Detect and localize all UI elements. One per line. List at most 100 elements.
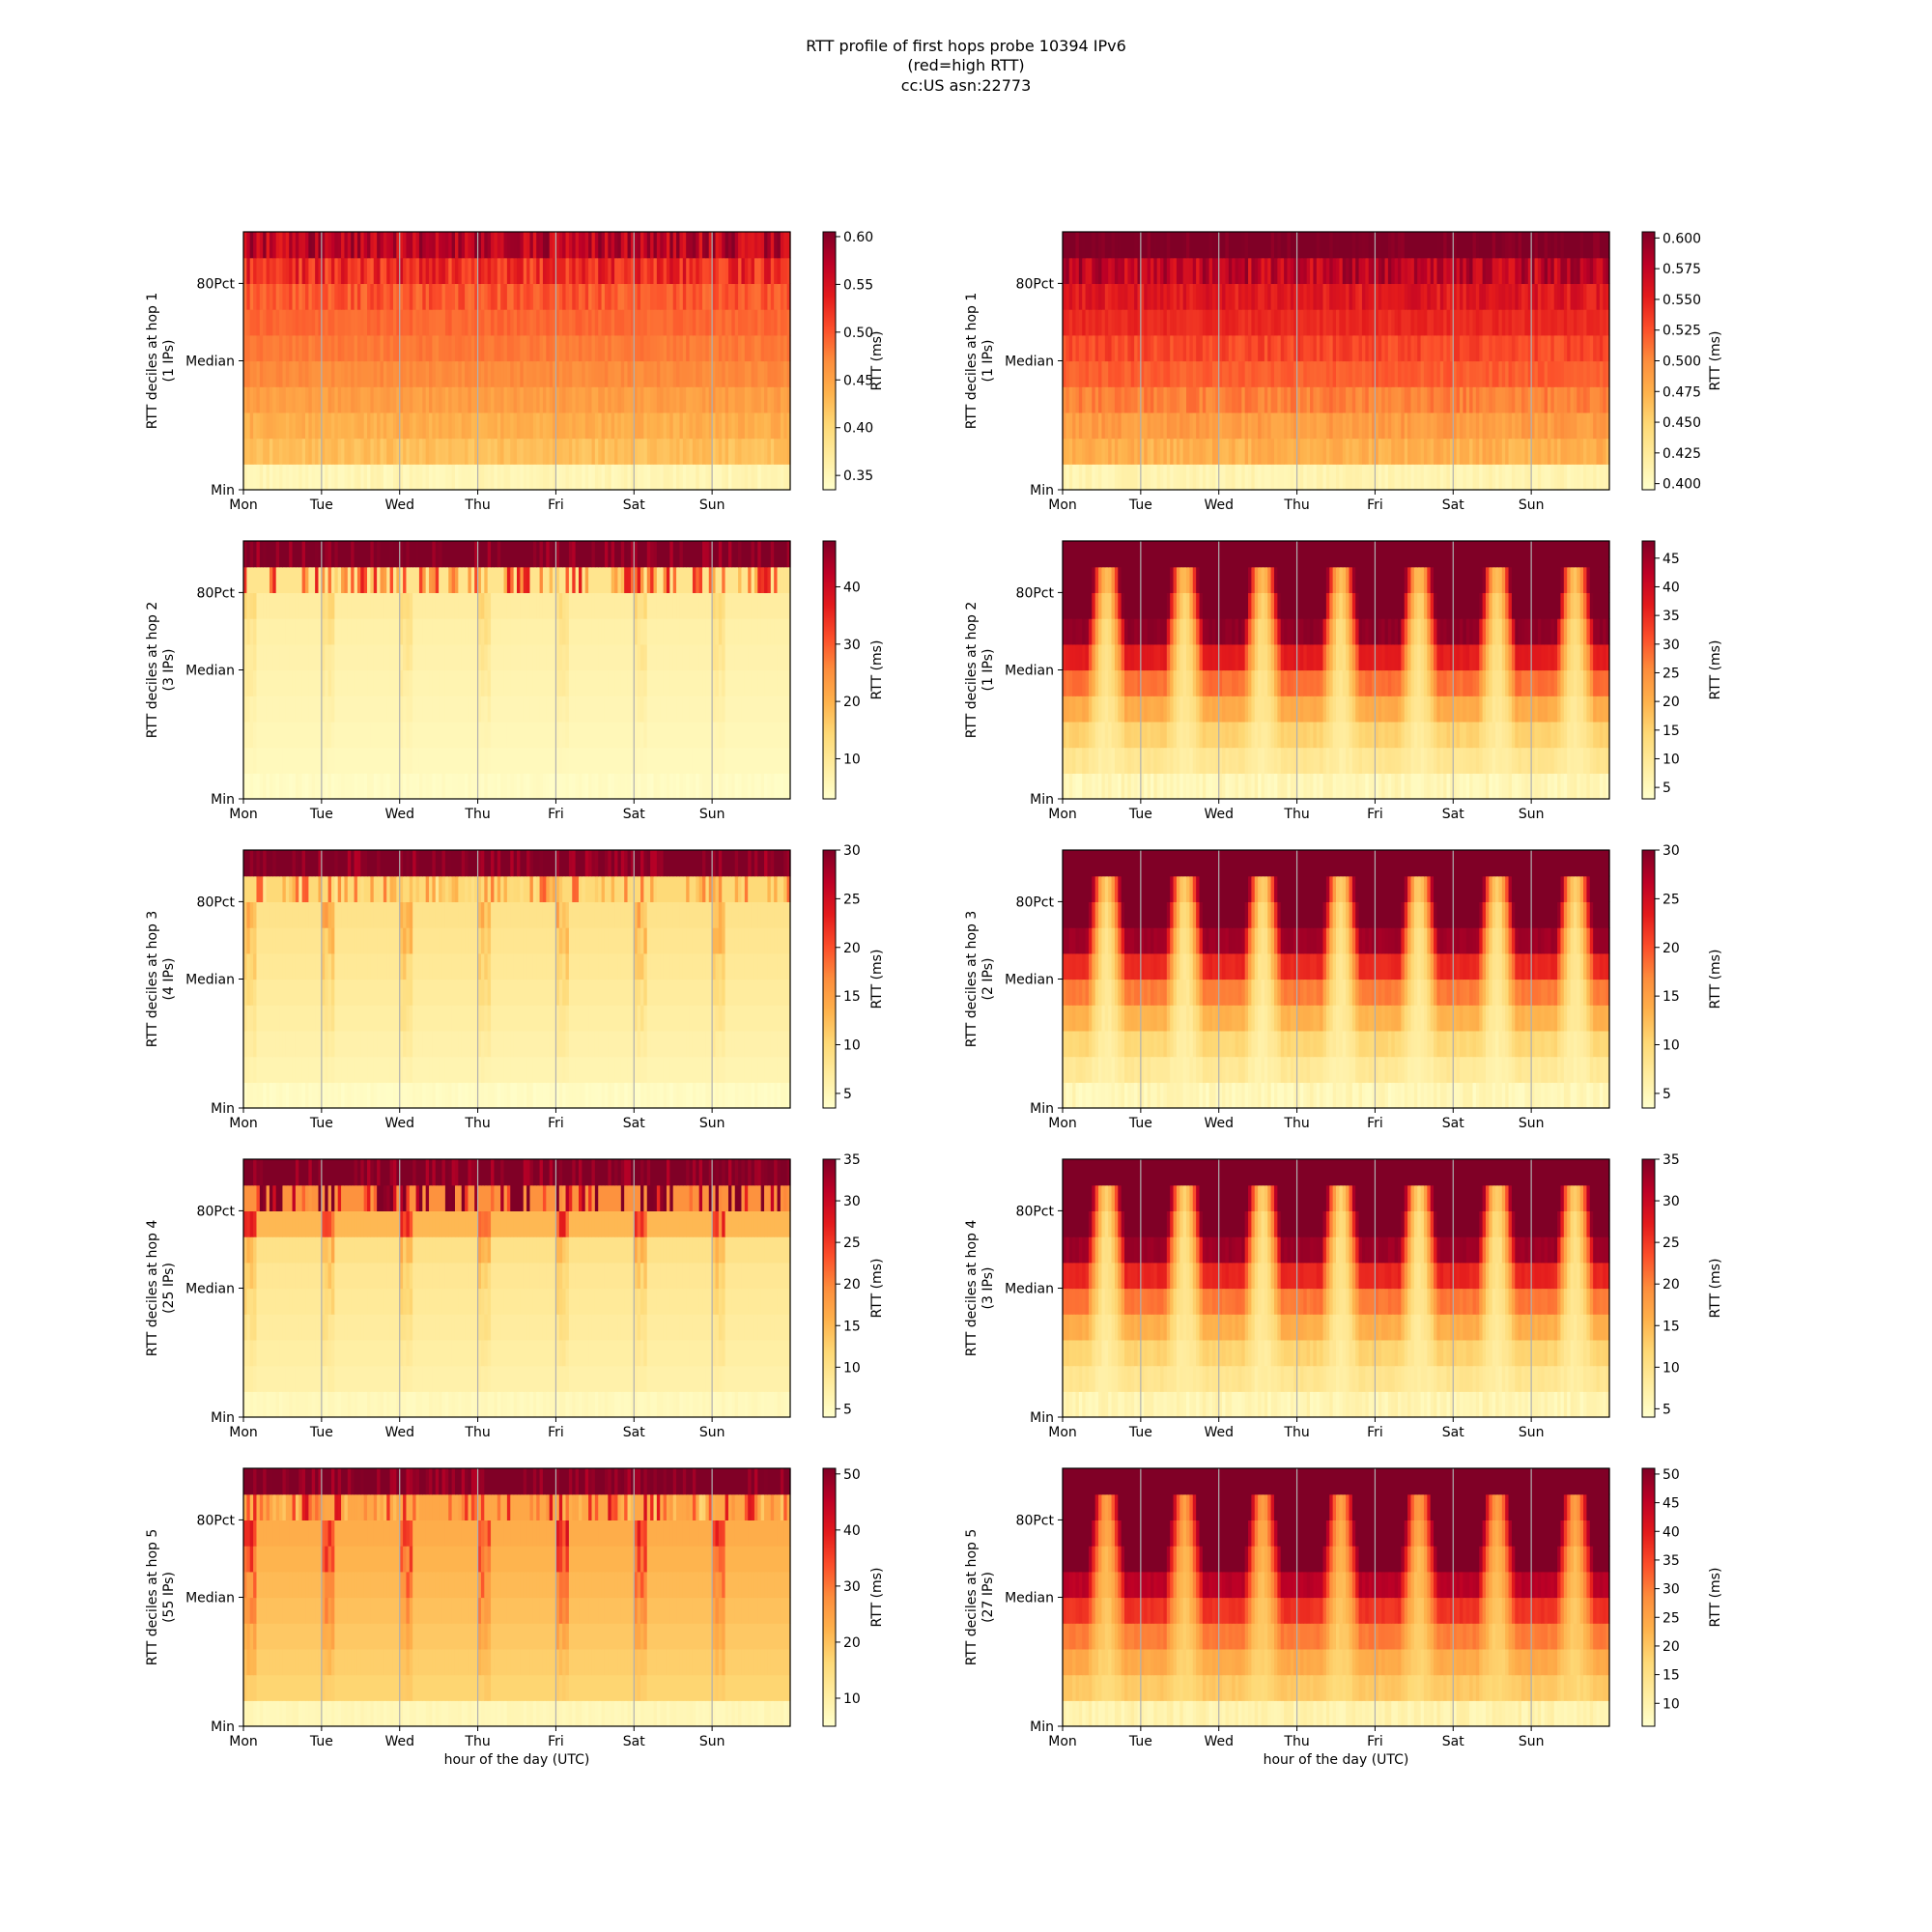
heat-cell bbox=[646, 283, 651, 310]
heat-cell bbox=[1296, 464, 1301, 491]
heat-cell bbox=[386, 283, 391, 310]
heat-cell bbox=[275, 464, 280, 491]
heat-cell bbox=[1524, 464, 1529, 491]
heat-cell bbox=[1443, 438, 1448, 465]
heat-cell bbox=[517, 386, 521, 413]
heat-cell bbox=[598, 386, 603, 413]
heat-cell bbox=[1505, 386, 1510, 413]
heat-cell bbox=[275, 386, 280, 413]
heat-cell bbox=[1579, 386, 1584, 413]
heat-cell bbox=[517, 412, 521, 440]
heat-cell bbox=[477, 438, 482, 465]
heat-cell bbox=[1495, 386, 1500, 413]
heat-cell bbox=[1118, 386, 1122, 413]
heat-cell bbox=[487, 360, 492, 387]
heat-cell bbox=[1553, 334, 1558, 362]
heat-cell bbox=[1202, 360, 1207, 387]
heat-cell bbox=[558, 412, 563, 440]
heat-cell bbox=[718, 283, 723, 310]
heat-cell bbox=[510, 412, 515, 440]
heat-cell bbox=[786, 412, 791, 440]
x-tick-label: Tue bbox=[1128, 497, 1152, 513]
heat-cell bbox=[770, 309, 775, 336]
heat-cell bbox=[373, 438, 378, 465]
heat-cell bbox=[458, 412, 463, 440]
heat-cell bbox=[465, 412, 469, 440]
heat-cell bbox=[588, 334, 593, 362]
heat-cell bbox=[506, 232, 511, 259]
heat-cell bbox=[679, 283, 684, 310]
heat-cell bbox=[1332, 464, 1337, 491]
heat-cell bbox=[1463, 412, 1467, 440]
heat-cell bbox=[1498, 412, 1503, 440]
heat-cell bbox=[259, 386, 264, 413]
heat-cell bbox=[1443, 386, 1448, 413]
heat-cell bbox=[389, 412, 394, 440]
heat-cell bbox=[474, 283, 479, 310]
heat-cell bbox=[246, 464, 251, 491]
heat-cell bbox=[373, 283, 378, 310]
heat-cell bbox=[643, 283, 648, 310]
heat-cell bbox=[1605, 438, 1610, 465]
heat-cell bbox=[1237, 412, 1242, 440]
heat-cell bbox=[360, 232, 365, 259]
heat-cell bbox=[1147, 412, 1151, 440]
heat-cell bbox=[491, 257, 496, 284]
heat-cell bbox=[722, 309, 726, 336]
heat-cell bbox=[503, 360, 508, 387]
heat-cell bbox=[1589, 464, 1594, 491]
heat-cell bbox=[676, 257, 681, 284]
heat-cell bbox=[444, 412, 449, 440]
heat-cell bbox=[598, 360, 603, 387]
heat-cell bbox=[484, 360, 489, 387]
heat-cell bbox=[562, 309, 567, 336]
heat-cell bbox=[1387, 334, 1392, 362]
heat-cell bbox=[386, 257, 391, 284]
heat-cell bbox=[513, 386, 518, 413]
heat-cell bbox=[614, 386, 619, 413]
heat-cell bbox=[1287, 412, 1292, 440]
heat-cell bbox=[663, 438, 668, 465]
heat-cell bbox=[415, 257, 420, 284]
heat-cell bbox=[1316, 334, 1321, 362]
heat-cell bbox=[1186, 412, 1190, 440]
heat-cell bbox=[748, 309, 753, 336]
heat-cell bbox=[289, 334, 294, 362]
heat-cell bbox=[354, 464, 358, 491]
heat-cell bbox=[412, 257, 417, 284]
heat-cell bbox=[451, 438, 456, 465]
heat-cell bbox=[354, 232, 358, 259]
heat-cell bbox=[1237, 438, 1242, 465]
heat-cell bbox=[601, 334, 606, 362]
heat-cell bbox=[584, 283, 589, 310]
heat-cell bbox=[1261, 360, 1265, 387]
heat-cell bbox=[630, 257, 635, 284]
heat-cell bbox=[441, 283, 446, 310]
heat-cell bbox=[389, 360, 394, 387]
heat-cell bbox=[347, 464, 352, 491]
heat-cell bbox=[617, 257, 622, 284]
heat-cell bbox=[439, 438, 443, 465]
heat-cell bbox=[487, 438, 492, 465]
heat-cell bbox=[1505, 464, 1510, 491]
heat-cell bbox=[748, 257, 753, 284]
heat-cell bbox=[351, 309, 355, 336]
heat-cell bbox=[751, 334, 755, 362]
heat-cell bbox=[1140, 334, 1145, 362]
heat-cell bbox=[724, 257, 729, 284]
heat-cell bbox=[601, 438, 606, 465]
heat-cell bbox=[285, 283, 290, 310]
heat-cell bbox=[568, 283, 573, 310]
heat-cell bbox=[588, 412, 593, 440]
heat-cell bbox=[1306, 386, 1311, 413]
heat-cell bbox=[1111, 438, 1116, 465]
heat-cell bbox=[786, 309, 791, 336]
heat-cell bbox=[354, 438, 358, 465]
heat-cell bbox=[1339, 464, 1344, 491]
heat-cell bbox=[470, 283, 475, 310]
heat-cell bbox=[1206, 360, 1210, 387]
heat-cell bbox=[1599, 386, 1604, 413]
heat-cell bbox=[1544, 360, 1548, 387]
heat-cell bbox=[289, 386, 294, 413]
heat-cell bbox=[1088, 464, 1093, 491]
